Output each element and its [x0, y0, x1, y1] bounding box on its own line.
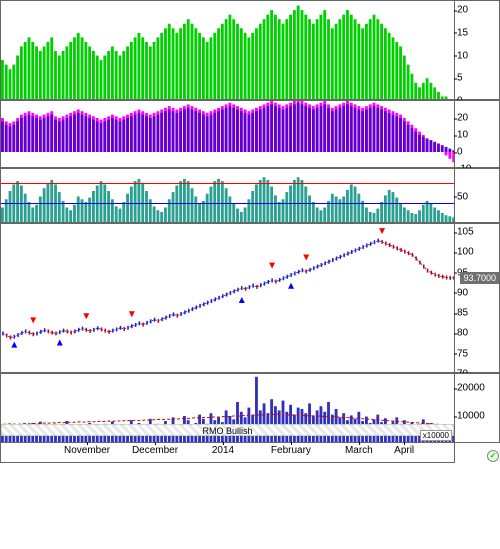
x-axis: November December 2014 February March April [0, 443, 455, 463]
y-tick: 20 [457, 113, 468, 124]
x-tick: 2014 [212, 445, 234, 456]
chart-stack: 05101520-10010205070758085909510010593.7… [0, 0, 500, 463]
y-tick: 90 [457, 287, 468, 298]
y-tick: 10 [457, 130, 468, 141]
y-tick: 20000 [457, 383, 485, 394]
y-tick: 10 [457, 50, 468, 61]
axis-multiplier: x10000 [420, 430, 452, 441]
hline [1, 183, 454, 184]
y-axis: -1001020 [454, 101, 499, 167]
plot-area[interactable] [1, 169, 454, 222]
panel-panel1[interactable]: 05101520 [0, 0, 500, 100]
y-tick: 80 [457, 328, 468, 339]
y-tick: 15 [457, 27, 468, 38]
panel-panel3[interactable]: 50 [0, 168, 500, 223]
hline [1, 203, 454, 204]
x-tick: February [271, 445, 311, 456]
current-price-label: 93.7000 [460, 272, 499, 284]
y-axis: 10000 20000 [454, 374, 499, 442]
chart-svg [1, 101, 454, 167]
y-tick: 5 [457, 73, 463, 84]
plot-area[interactable] [1, 224, 454, 372]
chart-svg [1, 1, 454, 99]
y-tick: 0 [457, 147, 463, 158]
y-tick: 85 [457, 308, 468, 319]
y-axis: 05101520 [454, 1, 499, 99]
x-tick: April [394, 445, 414, 456]
chart-svg [1, 224, 454, 372]
y-tick: 100 [457, 247, 474, 258]
y-axis: 70758085909510010593.7000 [454, 224, 499, 372]
plot-area[interactable]: RMO Bullishx10000 [1, 374, 454, 442]
status-icon: ✓ [487, 450, 499, 462]
y-tick: 20 [457, 5, 468, 16]
y-axis: 50 [454, 169, 499, 222]
y-tick: 50 [457, 191, 468, 202]
y-tick: 10000 [457, 411, 485, 422]
panel-panel5[interactable]: RMO Bullishx100001000020000 [0, 373, 500, 443]
panel-panel4[interactable]: 70758085909510010593.7000 [0, 223, 500, 373]
x-tick: December [132, 445, 178, 456]
y-tick: 75 [457, 348, 468, 359]
panel-panel2[interactable]: -1001020 [0, 100, 500, 168]
x-tick: March [345, 445, 373, 456]
plot-area[interactable] [1, 1, 454, 99]
rmo-banner: RMO Bullish [1, 424, 454, 436]
x-tick: November [64, 445, 110, 456]
plot-area[interactable] [1, 101, 454, 167]
chart-svg [1, 169, 454, 222]
y-tick: 105 [457, 227, 474, 238]
